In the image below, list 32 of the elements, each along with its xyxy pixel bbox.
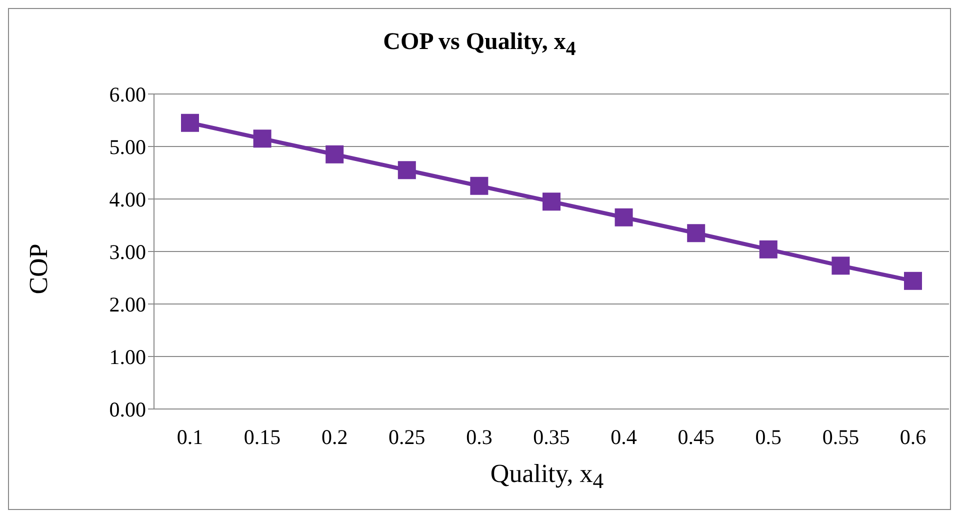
- x-tick-label: 0.55: [822, 424, 860, 449]
- point: [326, 145, 344, 164]
- point: [614, 208, 633, 226]
- y-tick-label: 1.00: [109, 344, 146, 369]
- y-tick-label: 4.00: [109, 187, 146, 212]
- x-tick-label: 0.1: [176, 424, 204, 449]
- point: [181, 114, 199, 132]
- x-tick-label: 0.5: [755, 424, 782, 449]
- x-tick-label: 0.6: [900, 424, 926, 449]
- x-tick-label: 0.45: [678, 424, 714, 449]
- y-tick-label: 5.00: [109, 134, 146, 159]
- x-tick-label: 0.3: [466, 424, 492, 449]
- chart-title: COP vs Quality, x$_{4}$: [382, 29, 577, 61]
- y-tick-label: 0.00: [109, 397, 146, 422]
- x-tick-label: 0.15: [244, 424, 281, 449]
- point: [542, 192, 560, 211]
- point: [398, 161, 416, 180]
- y-tick-label: 6.00: [109, 82, 146, 106]
- y-tick-label: 2.00: [109, 292, 146, 316]
- point: [470, 176, 488, 195]
- x-tick-label: 0.4: [610, 424, 638, 449]
- point: [832, 256, 850, 275]
- point: [253, 130, 272, 148]
- y-tick-label: 3.00: [109, 240, 146, 264]
- x-tick-label: 0.35: [533, 424, 570, 449]
- x-axis-title: Quality, x$_{4}$: [489, 459, 605, 494]
- point: [687, 224, 706, 242]
- x-tick-label: 0.2: [321, 424, 348, 449]
- y-axis-title: COP: [24, 242, 54, 296]
- point: [759, 240, 778, 258]
- point: [904, 272, 922, 290]
- x-tick-label: 0.25: [388, 424, 426, 449]
